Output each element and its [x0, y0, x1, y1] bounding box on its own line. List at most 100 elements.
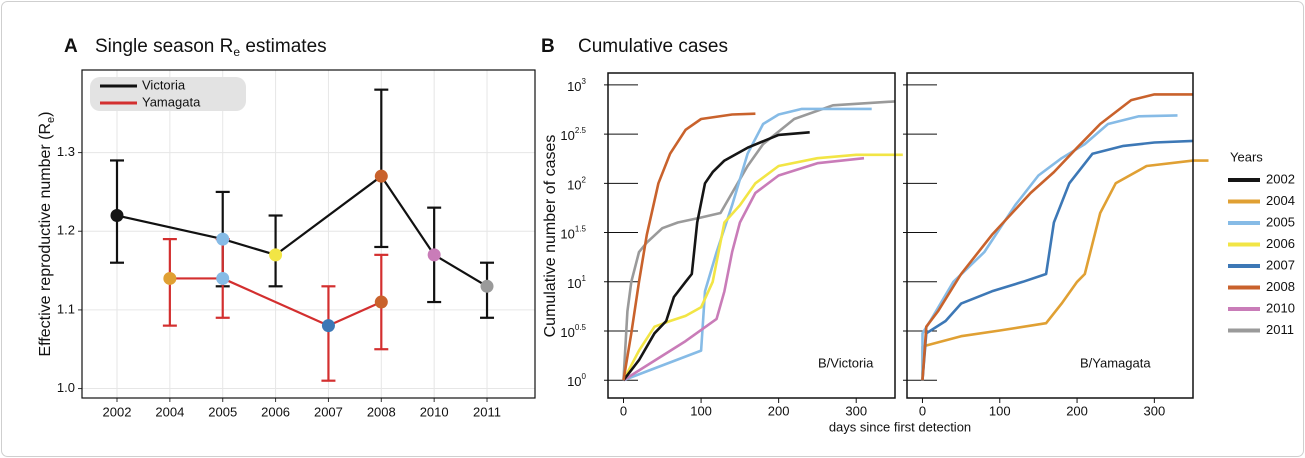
y-tick-label: 100	[567, 372, 586, 389]
point	[269, 248, 283, 262]
x-tick-label: 100	[989, 403, 1011, 418]
x-tick-label: 2007	[314, 404, 343, 419]
series-line	[921, 159, 1209, 381]
y-label-subscript: e	[45, 117, 57, 123]
x-tick-label: 200	[768, 403, 790, 418]
series-line	[622, 153, 903, 381]
tick-exponent: 3	[582, 77, 587, 86]
tick-exponent: 1.5	[575, 225, 587, 234]
series-segment	[222, 277, 329, 327]
plot-frame	[906, 72, 1194, 399]
tick-exponent: 1	[582, 274, 587, 283]
y-tick-label: 100.5	[560, 323, 586, 340]
series-line	[623, 107, 872, 382]
point	[216, 271, 230, 285]
tick-base: 10	[567, 79, 581, 94]
tick-exponent: 0.5	[575, 323, 587, 332]
y-tick-label: 1.2	[57, 223, 75, 238]
legend-label: 2011	[1266, 322, 1294, 337]
series-segment	[380, 175, 436, 256]
tick-exponent: 0	[582, 372, 587, 381]
point	[374, 169, 388, 183]
series-line	[622, 100, 896, 381]
legend-label: 2006	[1266, 236, 1295, 251]
y-label-text: Effective reproductive number (R	[37, 123, 54, 357]
series-line	[921, 93, 1193, 381]
x-tick-label: 0	[620, 403, 627, 418]
plot-frame	[81, 69, 536, 399]
series-segment	[327, 301, 382, 327]
x-tick-label: 2006	[261, 404, 290, 419]
x-tick-label: 2002	[103, 404, 132, 419]
y-axis-label: Effective reproductive number (Re)	[37, 111, 57, 356]
point	[374, 295, 388, 309]
point	[321, 319, 335, 333]
x-tick-label: 2011	[473, 404, 501, 419]
subplot-label: B/Victoria	[818, 355, 874, 370]
y-axis-label: Cumulative number of cases	[542, 135, 559, 338]
x-tick-label: 200	[1066, 403, 1088, 418]
y-label-text: )	[37, 111, 54, 116]
point	[110, 209, 124, 223]
x-tick-label: 2004	[155, 404, 184, 419]
series-segment	[222, 238, 276, 256]
panel-label: B	[541, 36, 555, 57]
x-tick-label: 100	[690, 403, 712, 418]
legend-label: 2005	[1266, 214, 1295, 229]
series-line	[622, 112, 756, 381]
tick-base: 10	[567, 276, 581, 291]
panel-label: A	[64, 36, 78, 57]
tick-base: 10	[560, 325, 574, 340]
legend-label: Yamagata	[142, 94, 201, 109]
title-subscript: e	[233, 45, 240, 59]
series-segment	[116, 214, 223, 241]
legend-title: Years	[1230, 149, 1263, 164]
tick-base: 10	[567, 375, 581, 390]
tick-exponent: 2.5	[575, 126, 587, 135]
legend-label: Victoria	[142, 77, 186, 92]
subplot-label: B/Yamagata	[1080, 355, 1151, 370]
y-tick-label: 1.0	[57, 380, 75, 395]
x-tick-label: 2008	[367, 404, 396, 419]
legend-label: 2007	[1266, 257, 1295, 272]
x-tick-label: 300	[1143, 403, 1165, 418]
series-line	[622, 156, 865, 382]
y-tick-label: 101.5	[560, 225, 586, 242]
series-segment	[274, 175, 382, 256]
x-tick-label: 0	[919, 403, 926, 418]
error-bar	[321, 285, 336, 382]
point	[216, 232, 230, 246]
plot-frame	[607, 72, 896, 399]
y-tick-label: 1.3	[57, 144, 75, 159]
title-text: estimates	[240, 36, 327, 57]
y-tick-label: 102.5	[560, 126, 586, 143]
series-segment	[433, 253, 488, 288]
point	[163, 271, 177, 285]
title-text: Single season R	[95, 36, 233, 57]
series-line	[622, 131, 810, 381]
legend-label: 2008	[1266, 279, 1295, 294]
tick-base: 10	[567, 178, 581, 193]
point	[427, 248, 441, 262]
tick-base: 10	[560, 227, 574, 242]
y-tick-label: 102	[567, 175, 586, 192]
tick-exponent: 2	[582, 175, 587, 184]
tick-base: 10	[560, 129, 574, 144]
x-tick-label: 300	[845, 403, 867, 418]
series-line	[921, 139, 1194, 381]
y-tick-label: 103	[567, 77, 586, 94]
y-tick-label: 1.1	[57, 301, 75, 316]
x-tick-label: 2005	[208, 404, 237, 419]
legend-label: 2004	[1266, 193, 1295, 208]
x-axis-label: days since first detection	[829, 419, 971, 434]
y-tick-label: 101	[567, 274, 586, 291]
legend-label: 2010	[1266, 300, 1295, 315]
chart-title: Single season Re estimates	[95, 36, 327, 59]
point	[480, 279, 494, 293]
error-bar	[374, 88, 389, 249]
chart-title: Cumulative cases	[578, 36, 728, 57]
x-tick-label: 2010	[420, 404, 449, 419]
legend-label: 2002	[1266, 171, 1295, 186]
